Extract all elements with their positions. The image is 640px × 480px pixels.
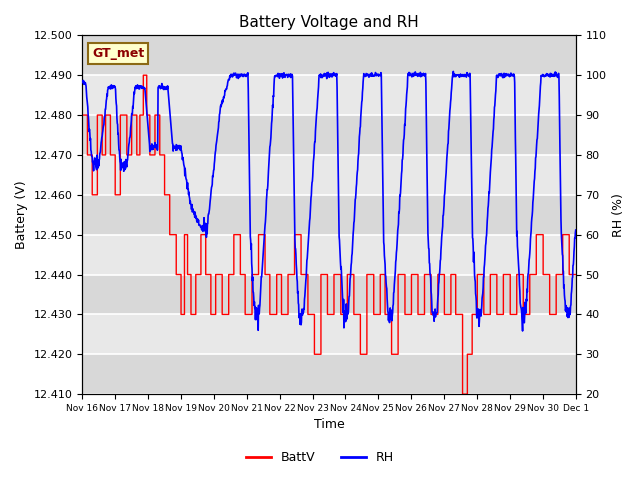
Title: Battery Voltage and RH: Battery Voltage and RH xyxy=(239,15,419,30)
Bar xyxy=(83,354,576,394)
Bar xyxy=(83,195,576,235)
Bar xyxy=(83,314,576,354)
Bar xyxy=(83,115,576,155)
Y-axis label: Battery (V): Battery (V) xyxy=(15,180,28,249)
Text: GT_met: GT_met xyxy=(92,47,145,60)
Y-axis label: RH (%): RH (%) xyxy=(612,193,625,237)
Bar xyxy=(83,155,576,195)
X-axis label: Time: Time xyxy=(314,419,344,432)
Bar xyxy=(83,75,576,115)
Legend: BattV, RH: BattV, RH xyxy=(241,446,399,469)
Bar xyxy=(83,36,576,75)
Bar xyxy=(83,275,576,314)
Bar xyxy=(83,235,576,275)
